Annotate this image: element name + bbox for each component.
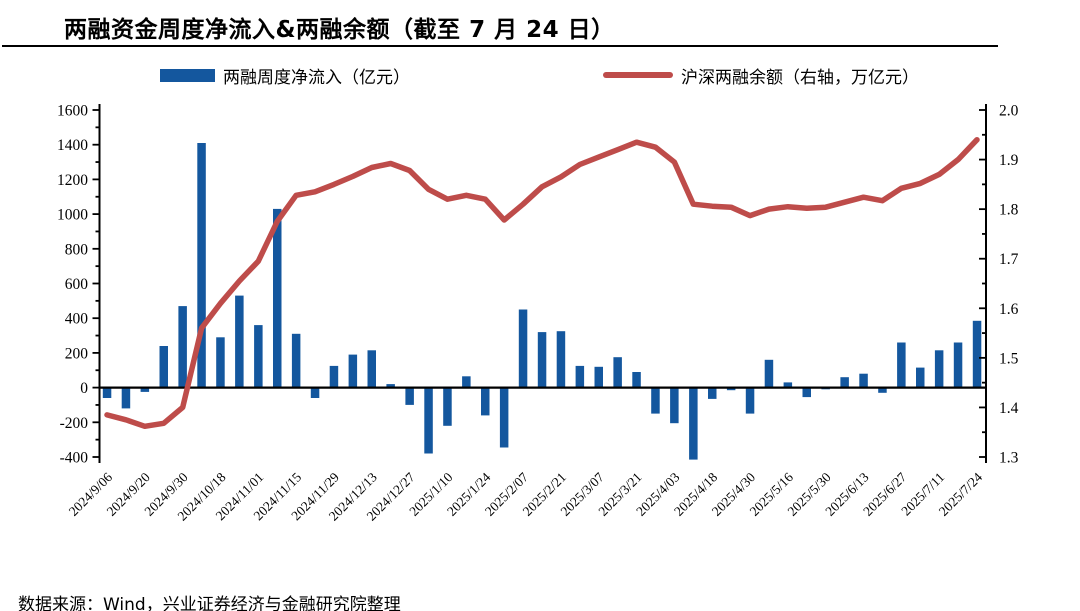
y-right-tick-label: 1.3 — [999, 450, 1019, 467]
legend-label-balance: 沪深两融余额（右轴，万亿元） — [681, 67, 919, 88]
line-series-swatch — [603, 72, 673, 78]
bar — [102, 387, 112, 398]
chart-legend: 两融周度净流入（亿元） 沪深两融余额（右轴，万亿元） — [0, 62, 1080, 88]
bar — [329, 365, 339, 388]
bar — [897, 342, 906, 388]
y-right-tick-label: 1.4 — [999, 400, 1019, 417]
bar — [556, 331, 566, 388]
bar — [273, 208, 282, 388]
page-title: 两融资金周度净流入&两融余额（截至 7 月 24 日） — [64, 17, 615, 43]
bar-series-swatch — [160, 68, 215, 82]
bar — [254, 325, 263, 388]
y-right-tick-label: 1.7 — [999, 251, 1019, 268]
y-right-tick-label: 1.8 — [999, 202, 1019, 219]
y-left-tick-label: 1000 — [57, 207, 88, 224]
bar — [443, 387, 452, 426]
bar — [499, 387, 509, 448]
bar — [537, 332, 547, 388]
bar — [708, 387, 717, 399]
y-right-tick-label: 1.6 — [999, 301, 1019, 318]
y-left-tick-label: 400 — [65, 311, 89, 328]
legend-item-balance: 沪深两融余额（右轴，万亿元） — [603, 62, 919, 88]
bar — [310, 387, 320, 398]
bar — [386, 384, 395, 388]
bar — [802, 387, 811, 398]
bar — [197, 143, 206, 388]
bar — [934, 350, 944, 388]
y-right-tick-label: 2.0 — [999, 103, 1019, 120]
y-left-tick-label: -400 — [60, 450, 89, 467]
bar — [764, 359, 774, 388]
bar — [481, 387, 490, 416]
y-left-tick-label: -200 — [60, 415, 89, 432]
bar — [216, 337, 225, 388]
bar — [348, 354, 358, 388]
bar — [424, 387, 433, 454]
bar — [178, 306, 187, 388]
bar — [726, 387, 736, 391]
bar — [518, 309, 528, 388]
bar — [651, 387, 660, 414]
data-source: 数据来源：Wind，兴业证券经济与金融研究院整理 — [18, 595, 401, 611]
y-left-tick-label: 1200 — [57, 172, 88, 189]
y-left-tick-label: 200 — [65, 345, 89, 362]
bar — [632, 372, 641, 388]
bar — [972, 320, 982, 388]
bar — [291, 333, 301, 388]
bar — [745, 387, 755, 414]
bar — [916, 367, 925, 388]
y-left-tick-label: 600 — [65, 276, 89, 293]
legend-item-net-inflow: 两融周度净流入（亿元） — [160, 62, 410, 88]
bar — [670, 387, 679, 424]
bar — [367, 350, 376, 388]
bar — [878, 387, 887, 393]
bar — [405, 387, 414, 405]
bar — [594, 366, 603, 388]
balance-line — [104, 136, 980, 430]
bar — [689, 387, 698, 460]
y-left-tick-label: 800 — [65, 241, 89, 258]
y-left-tick-label: 0 — [80, 380, 88, 397]
y-left-tick-label: 1400 — [57, 137, 88, 154]
bar — [235, 295, 244, 388]
chart-plot: 1600 1400 1200 1000 800 600 400 200 0 -200 -400 2.0… — [57, 103, 1019, 524]
bar — [121, 387, 131, 409]
y-right-tick-label: 1.5 — [999, 350, 1019, 367]
bar — [575, 365, 585, 388]
bar — [159, 346, 168, 388]
y-left-tick-label: 1600 — [57, 103, 88, 120]
bar — [840, 377, 849, 388]
y-right-tick-label: 1.9 — [999, 152, 1019, 169]
bar — [859, 373, 868, 388]
bar — [953, 342, 963, 388]
title-underline — [2, 45, 998, 47]
bar — [462, 376, 471, 388]
bar — [613, 357, 622, 388]
bar — [783, 382, 793, 388]
bar — [140, 387, 150, 392]
legend-label-net-inflow: 两融周度净流入（亿元） — [223, 67, 410, 88]
